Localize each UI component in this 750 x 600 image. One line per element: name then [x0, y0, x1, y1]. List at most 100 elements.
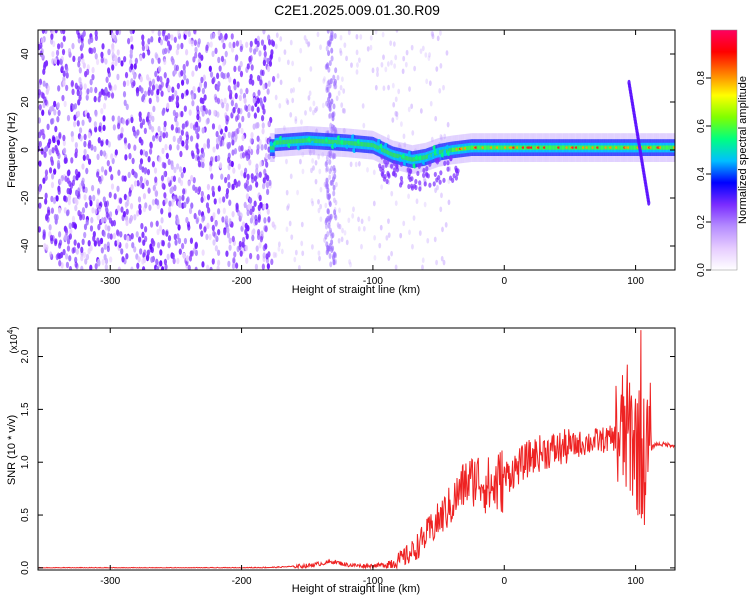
noise-cell — [431, 33, 435, 40]
noise-cell — [161, 30, 165, 37]
noise-cell — [331, 111, 335, 118]
carrier-center — [438, 150, 441, 155]
noise-cell — [185, 89, 189, 96]
carrier-center — [408, 156, 410, 161]
carrier-tail — [439, 170, 443, 176]
noise-cell — [185, 49, 189, 56]
noise-cell — [185, 120, 189, 127]
noise-cell — [234, 55, 238, 62]
carrier-center — [618, 145, 620, 150]
carrier-center — [488, 145, 490, 150]
carrier-center — [275, 140, 278, 145]
noise-cell — [58, 242, 62, 249]
carrier-center — [486, 145, 488, 150]
noise-cell — [139, 181, 143, 188]
noise-cell — [110, 92, 115, 99]
noise-cell — [218, 197, 222, 204]
carrier-center — [483, 145, 486, 150]
carrier-tail — [386, 170, 390, 177]
noise-cell — [274, 252, 278, 258]
noise-cell — [318, 168, 322, 175]
noise-cell — [67, 198, 71, 206]
noise-cell — [324, 233, 328, 240]
noise-cell — [332, 103, 336, 110]
noise-cell — [84, 70, 88, 78]
noise-cell — [77, 56, 81, 63]
noise-cell — [136, 180, 140, 187]
noise-cell — [180, 171, 184, 179]
noise-cell — [145, 43, 149, 51]
carrier-center — [447, 148, 449, 153]
carrier-center — [304, 138, 306, 143]
noise-cell — [332, 259, 336, 266]
carrier-center — [492, 145, 494, 150]
carrier-center — [395, 153, 397, 158]
carrier-center — [493, 145, 495, 150]
noise-cell — [334, 83, 338, 90]
noise-cell — [185, 197, 189, 205]
noise-cell — [389, 40, 393, 46]
carrier-center — [405, 156, 408, 161]
noise-cell — [381, 31, 385, 38]
noise-cell — [58, 131, 62, 139]
noise-cell — [248, 159, 252, 166]
noise-cell — [75, 248, 79, 255]
noise-cell — [207, 207, 211, 214]
noise-cell — [111, 64, 115, 71]
noise-cell — [38, 43, 41, 51]
noise-cell — [431, 31, 435, 37]
noise-cell — [81, 32, 85, 39]
carrier-center — [357, 141, 359, 146]
noise-cell — [177, 30, 181, 37]
carrier-center — [318, 138, 320, 144]
noise-cell — [249, 252, 253, 260]
noise-cell — [111, 115, 115, 122]
carrier-center — [411, 157, 414, 162]
noise-cell — [335, 181, 338, 188]
noise-cell — [233, 136, 238, 143]
noise-cell — [319, 203, 323, 210]
noise-cell — [168, 200, 172, 207]
noise-cell — [97, 223, 101, 231]
noise-cell — [122, 91, 127, 98]
noise-cell — [447, 199, 451, 206]
noise-cell — [60, 262, 64, 269]
noise-cell — [140, 87, 144, 94]
carrier-center — [652, 145, 655, 150]
carrier-center — [417, 156, 420, 161]
noise-cell — [194, 266, 198, 270]
noise-cell — [338, 223, 342, 230]
noise-cell — [74, 151, 78, 159]
noise-cell — [348, 259, 351, 265]
noise-cell — [427, 55, 431, 61]
noise-cell — [205, 44, 209, 51]
carrier-center — [546, 145, 548, 150]
noise-cell — [228, 237, 232, 244]
carrier-center — [281, 140, 284, 145]
noise-cell — [130, 184, 134, 191]
noise-cell — [122, 80, 127, 88]
noise-cell — [360, 243, 363, 250]
carrier-center — [519, 145, 521, 150]
carrier-center — [442, 149, 444, 154]
noise-cell — [174, 239, 178, 246]
noise-cell — [214, 245, 218, 252]
noise-cell — [192, 85, 196, 93]
noise-cell — [201, 156, 205, 164]
noise-cell — [167, 158, 171, 166]
noise-cell — [168, 211, 172, 218]
noise-cell — [239, 60, 243, 68]
noise-cell — [418, 230, 422, 236]
noise-cell — [233, 84, 237, 91]
carrier-tail — [418, 180, 422, 186]
carrier-center — [663, 145, 665, 150]
noise-cell — [110, 153, 114, 160]
carrier-tail — [446, 160, 450, 166]
carrier-center — [665, 145, 668, 150]
noise-cell — [111, 43, 115, 50]
x-tick-label: 0 — [501, 276, 507, 287]
noise-cell — [257, 204, 261, 212]
noise-cell — [442, 84, 445, 91]
noise-cell — [270, 39, 274, 46]
noise-cell — [44, 99, 48, 106]
